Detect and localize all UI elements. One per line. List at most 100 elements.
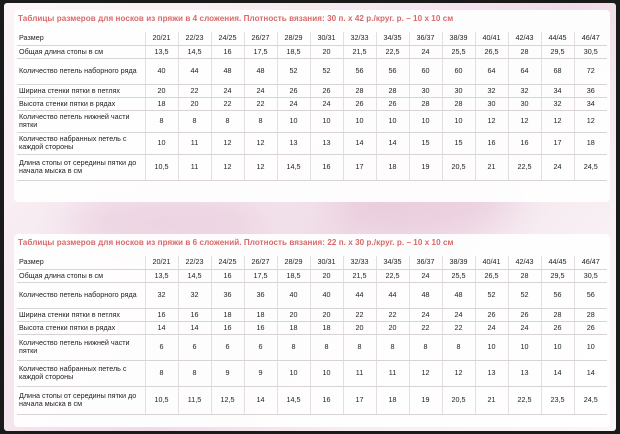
value-cell: 15: [441, 132, 475, 155]
value-cell: 10: [276, 360, 310, 387]
value-cell: 8: [177, 110, 211, 133]
value-cell: 16: [210, 45, 244, 59]
header-row: Размер 20/21 22/23 24/25 26/27 28/29 30/31 32/3…: [17, 32, 607, 46]
value-cell: 10,5: [144, 386, 178, 415]
value-cell: 22: [375, 308, 409, 322]
value-cell: 20,5: [441, 386, 475, 415]
value-cell: 18: [375, 154, 409, 181]
value-cell: 36: [243, 282, 277, 309]
size-header-cell: 36/37: [408, 256, 442, 270]
value-cell: 22: [342, 308, 376, 322]
value-cell: 26: [507, 308, 541, 322]
value-cell: 21,5: [342, 269, 376, 283]
row-label: Общая длина стопы в см: [17, 45, 145, 59]
table-row: Количество набранных петель с каждой сто…: [17, 132, 607, 155]
value-cell: 10: [408, 110, 442, 133]
value-cell: 12: [210, 154, 244, 181]
row-label: Высота стенки пятки в рядах: [17, 321, 145, 335]
value-cell: 24,5: [573, 154, 607, 181]
value-cell: 60: [408, 58, 442, 85]
size-header-cell: 30/31: [309, 256, 343, 270]
header-label: Размер: [17, 256, 145, 270]
row-label: Количество набранных петель с каждой сто…: [17, 132, 145, 155]
value-cell: 24: [474, 321, 508, 335]
value-cell: 26: [540, 321, 574, 335]
value-cell: 20: [375, 321, 409, 335]
value-cell: 6: [243, 334, 277, 361]
value-cell: 28: [375, 84, 409, 98]
value-cell: 11: [375, 360, 409, 387]
value-cell: 19: [408, 154, 442, 181]
value-cell: 17: [540, 132, 574, 155]
value-cell: 56: [342, 58, 376, 85]
value-cell: 20: [309, 308, 343, 322]
value-cell: 8: [210, 110, 244, 133]
size-header-cell: 30/31: [309, 32, 343, 46]
value-cell: 18: [573, 132, 607, 155]
value-cell: 68: [540, 58, 574, 85]
table-row: Ширина стенки пятки в петлях 20 22 24 24 26 26…: [17, 84, 607, 98]
value-cell: 44: [177, 58, 211, 85]
value-cell: 24: [540, 154, 574, 181]
value-cell: 44: [342, 282, 376, 309]
value-cell: 9: [210, 360, 244, 387]
value-cell: 12: [243, 154, 277, 181]
table-row: Количество петель наборного ряда 32 32 36 36…: [17, 282, 607, 309]
size-header-cell: 44/45: [540, 256, 574, 270]
value-cell: 10: [309, 110, 343, 133]
value-cell: 40: [276, 282, 310, 309]
value-cell: 22: [408, 321, 442, 335]
value-cell: 56: [375, 58, 409, 85]
size-header-cell: 34/35: [375, 256, 409, 270]
value-cell: 10: [540, 334, 574, 361]
value-cell: 14: [375, 132, 409, 155]
value-cell: 8: [276, 334, 310, 361]
size-header-cell: 42/43: [507, 256, 541, 270]
size-header-cell: 38/39: [441, 256, 475, 270]
value-cell: 20: [144, 84, 178, 98]
value-cell: 52: [507, 282, 541, 309]
value-cell: 48: [210, 58, 244, 85]
value-cell: 10: [375, 110, 409, 133]
value-cell: 14: [177, 321, 211, 335]
value-cell: 44: [375, 282, 409, 309]
value-cell: 22,5: [507, 386, 541, 415]
value-cell: 22,5: [375, 45, 409, 59]
value-cell: 8: [375, 334, 409, 361]
value-cell: 10: [573, 334, 607, 361]
value-cell: 16: [309, 386, 343, 415]
size-header-cell: 40/41: [474, 32, 508, 46]
value-cell: 12: [243, 132, 277, 155]
value-cell: 52: [276, 58, 310, 85]
value-cell: 30: [474, 97, 508, 111]
value-cell: 18: [210, 308, 244, 322]
size-header-cell: 46/47: [573, 256, 607, 270]
value-cell: 12: [507, 110, 541, 133]
value-cell: 14,5: [276, 386, 310, 415]
value-cell: 32: [540, 97, 574, 111]
value-cell: 52: [474, 282, 508, 309]
value-cell: 10: [441, 110, 475, 133]
value-cell: 26: [573, 321, 607, 335]
value-cell: 16: [507, 132, 541, 155]
value-cell: 48: [441, 282, 475, 309]
value-cell: 22,5: [507, 154, 541, 181]
table-row: Длина стопы от середины пятки до начала …: [17, 154, 607, 181]
value-cell: 30: [441, 84, 475, 98]
value-cell: 14: [144, 321, 178, 335]
value-cell: 14: [243, 386, 277, 415]
value-cell: 25,5: [441, 269, 475, 283]
table-row: Общая длина стопы в см 13,5 14,5 16 17,5 18,5…: [17, 269, 607, 283]
value-cell: 24: [408, 269, 442, 283]
value-cell: 8: [144, 360, 178, 387]
value-cell: 20: [177, 97, 211, 111]
value-cell: 19: [408, 386, 442, 415]
value-cell: 24: [507, 321, 541, 335]
value-cell: 8: [342, 334, 376, 361]
value-cell: 8: [309, 334, 343, 361]
value-cell: 11,5: [177, 386, 211, 415]
value-cell: 12: [441, 360, 475, 387]
size-header-cell: 26/27: [243, 256, 277, 270]
value-cell: 14: [540, 360, 574, 387]
value-cell: 18: [144, 97, 178, 111]
